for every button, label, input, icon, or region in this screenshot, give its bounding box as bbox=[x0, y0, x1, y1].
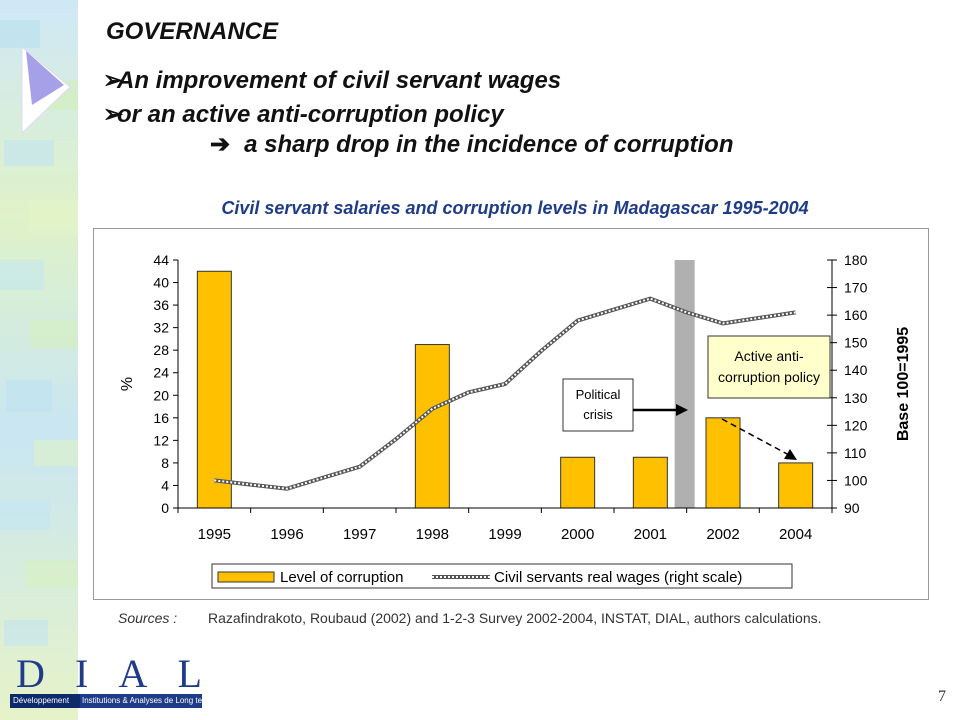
logo-letter: D bbox=[16, 651, 45, 696]
bullet-text: An improvement of civil servant wages bbox=[117, 67, 562, 94]
political-crisis-arrowhead bbox=[676, 404, 688, 416]
corruption-bar bbox=[414, 344, 450, 509]
right-tick-label: 180 bbox=[844, 252, 868, 268]
right-axis-title: Base 100=1995 bbox=[895, 327, 912, 441]
conclusion-text: a sharp drop in the incidence of corrupt… bbox=[244, 131, 734, 158]
policy-arrowhead bbox=[784, 449, 797, 460]
x-tick-label: 2002 bbox=[706, 526, 739, 543]
logo-letter: L bbox=[177, 651, 202, 696]
x-tick-label: 1997 bbox=[343, 526, 376, 543]
legend-label-corruption: Level of corruption bbox=[280, 569, 403, 586]
policy-box bbox=[707, 335, 831, 399]
corruption-bar bbox=[632, 456, 668, 509]
left-tick-label: 36 bbox=[153, 297, 169, 313]
right-tick-label: 170 bbox=[844, 280, 868, 296]
left-tick-label: 0 bbox=[161, 500, 169, 516]
political-crisis-label: crisis bbox=[583, 407, 613, 422]
chart-title: Civil servant salaries and corruption le… bbox=[221, 198, 809, 218]
x-tick-label: 1999 bbox=[488, 526, 521, 543]
logo-letters: D I A L bbox=[16, 650, 202, 697]
political-crisis-band bbox=[674, 260, 695, 508]
legend-label-wages: Civil servants real wages (right scale) bbox=[494, 569, 742, 586]
logo-tag-right: Institutions & Analyses de Long terme bbox=[82, 696, 216, 705]
left-tick-label: 16 bbox=[153, 410, 169, 426]
x-tick-label: 1996 bbox=[270, 526, 303, 543]
x-tick-label: 2001 bbox=[634, 526, 667, 543]
decorative-sidebar bbox=[0, 0, 78, 720]
left-tick-label: 24 bbox=[153, 365, 169, 381]
sidebar-pattern bbox=[0, 0, 78, 720]
slide-heading: GOVERNANCE bbox=[106, 18, 279, 45]
logo-tagline: Développement Institutions & Analyses de… bbox=[10, 694, 216, 708]
right-tick-label: 150 bbox=[844, 335, 868, 351]
left-tick-label: 12 bbox=[153, 432, 169, 448]
right-tick-label: 100 bbox=[844, 472, 868, 488]
left-tick-label: 40 bbox=[153, 275, 169, 291]
political-crisis-label: Political bbox=[576, 387, 621, 402]
right-tick-label: 110 bbox=[844, 445, 867, 461]
page-number: 7 bbox=[938, 688, 946, 705]
bullet-arrow-icon: ➢ bbox=[103, 101, 124, 128]
x-tick-label: 2004 bbox=[779, 526, 812, 543]
bullet-wages: ➢An improvement of civil servant wages bbox=[103, 66, 561, 95]
legend-swatch-corruption bbox=[217, 571, 275, 583]
political-crisis-box bbox=[562, 378, 634, 432]
left-tick-label: 20 bbox=[153, 387, 169, 403]
left-tick-label: 32 bbox=[153, 320, 169, 336]
left-tick-label: 44 bbox=[153, 252, 169, 268]
corruption-bar bbox=[560, 456, 596, 509]
right-arrow-icon: ➔ bbox=[210, 131, 231, 158]
play-arrow-icon bbox=[21, 45, 71, 135]
bullet-arrow-icon: ➢ bbox=[103, 67, 124, 94]
chart-frame: 0 4 8 12 16 20 24 28 32 36 40 44 90 100 110 120 130 140 15… bbox=[93, 228, 929, 600]
x-tick-label: 1998 bbox=[416, 526, 449, 543]
right-tick-label: 160 bbox=[844, 307, 868, 323]
left-tick-label: 8 bbox=[161, 455, 169, 471]
x-tick-label: 2000 bbox=[561, 526, 594, 543]
corruption-bar bbox=[705, 417, 741, 509]
sources-text: Razafindrakoto, Roubaud (2002) and 1-2-3… bbox=[208, 610, 822, 626]
wages-line-outline bbox=[214, 296, 796, 491]
x-tick-label: 1995 bbox=[198, 526, 231, 543]
policy-label: Active anti- bbox=[734, 348, 804, 364]
logo-tag-left: Développement bbox=[10, 694, 80, 708]
logo-letter: I bbox=[75, 651, 89, 696]
right-tick-label: 140 bbox=[844, 362, 868, 378]
left-axis-title: % bbox=[119, 377, 136, 391]
policy-label: corruption policy bbox=[718, 369, 820, 385]
right-tick-label: 120 bbox=[844, 417, 868, 433]
dial-logo: D I A L Développement Institutions & Ana… bbox=[4, 650, 216, 718]
corruption-bar bbox=[778, 462, 814, 509]
right-tick-label: 90 bbox=[844, 500, 860, 516]
logo-letter: A bbox=[118, 651, 148, 696]
legend-box bbox=[211, 563, 793, 589]
bullet-policy: ➢or an active anti-corruption policy bbox=[103, 100, 504, 129]
right-tick-label: 130 bbox=[844, 390, 868, 406]
conclusion-line: ➔ a sharp drop in the incidence of corrup… bbox=[210, 130, 733, 159]
chart: 0 4 8 12 16 20 24 28 32 36 40 44 90 100 110 120 130 140 15… bbox=[119, 252, 912, 589]
sources-label: Sources : bbox=[118, 610, 178, 626]
corruption-bar bbox=[196, 270, 232, 509]
policy-arrow bbox=[721, 418, 790, 456]
bullet-text: or an active anti-corruption policy bbox=[117, 101, 504, 128]
left-tick-label: 28 bbox=[153, 342, 169, 358]
left-tick-label: 4 bbox=[161, 477, 169, 493]
